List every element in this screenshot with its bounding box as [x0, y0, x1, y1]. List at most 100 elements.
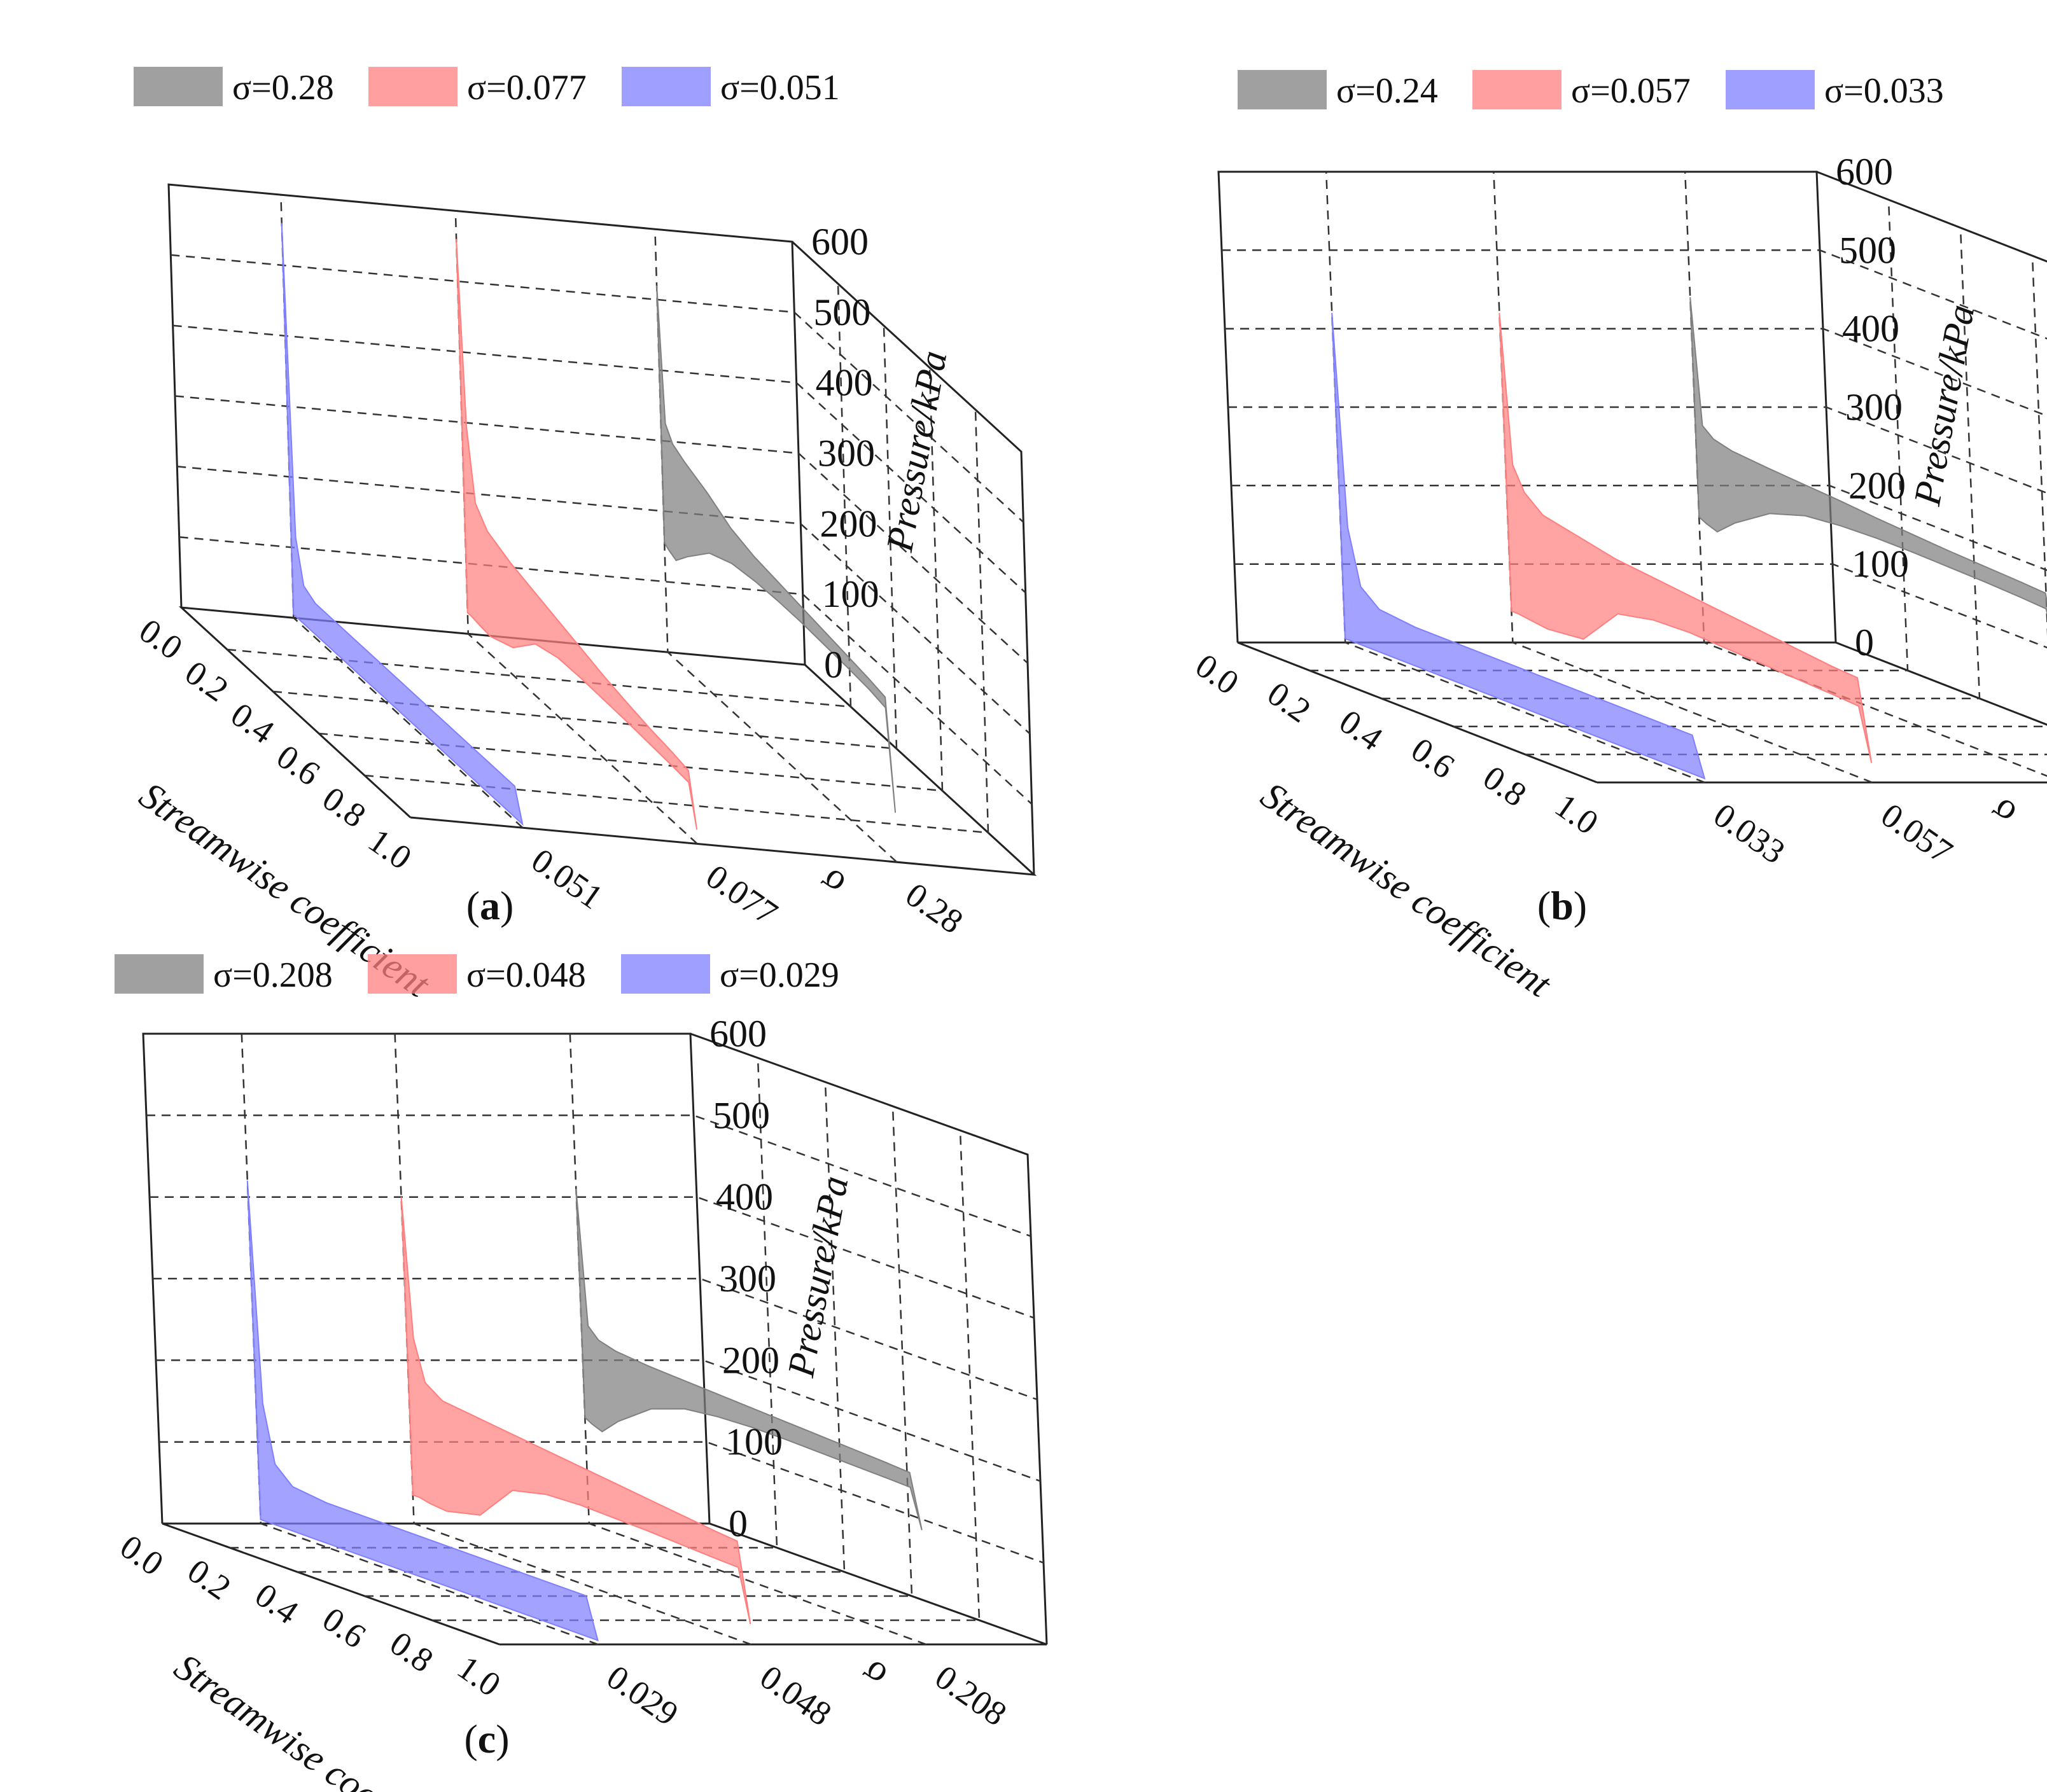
legend-swatch-2 — [1726, 70, 1815, 109]
legend-label-2: σ=0.029 — [720, 955, 839, 995]
sigma-gridline — [654, 229, 898, 863]
pressure-gridline — [156, 1359, 1041, 1482]
legend-label-1: σ=0.048 — [466, 955, 586, 995]
streamwise-gridline — [230, 1057, 778, 1549]
streamwise-gridline — [432, 1130, 981, 1622]
sigma-tick-label: 0.28 — [899, 875, 970, 941]
legend-swatch-1 — [368, 67, 458, 106]
legend-swatch-2 — [621, 954, 710, 994]
pressure-tick-label: 0 — [1855, 622, 1874, 663]
sigma-gridline — [280, 195, 524, 829]
sigma-tick-label: 0.057 — [1875, 796, 1960, 872]
pressure-tick-label: 300 — [719, 1258, 776, 1300]
pressure-gridline — [1225, 328, 2047, 417]
legend-swatch-1 — [1472, 70, 1561, 109]
pressure-tick-label: 600 — [709, 1013, 767, 1055]
pressure-tick-label: 600 — [811, 221, 869, 263]
pressure-gridline — [1228, 406, 2047, 494]
caption-letter: a — [480, 883, 500, 928]
sigma-tick-label: 0.033 — [1707, 796, 1792, 872]
caption-letter: c — [478, 1716, 496, 1761]
series-area-2 — [246, 1180, 599, 1642]
sigma-gridline — [454, 211, 698, 845]
series-area-2 — [1331, 312, 1706, 780]
series-area-1 — [456, 239, 698, 830]
caption-paren: ) — [500, 883, 513, 928]
series-area-2 — [281, 223, 524, 826]
floor-outline — [162, 1522, 1047, 1646]
x-tick-label: 0.0 — [113, 1527, 171, 1583]
pressure-tick-label: 200 — [820, 503, 877, 545]
pressure-tick-label: 500 — [813, 291, 870, 333]
pressure-tick-label: 100 — [1852, 543, 1909, 585]
caption-paren: ) — [1574, 883, 1587, 928]
sigma-tick-label: 0.048 — [753, 1658, 839, 1733]
caption-letter: b — [1551, 883, 1574, 928]
sigma-tick-label: 0.029 — [600, 1658, 685, 1733]
x-tick-label: 0.0 — [1189, 646, 1246, 702]
pressure-gridline — [174, 395, 1028, 664]
x-tick-label: 0.4 — [224, 695, 281, 751]
caption-paren: ( — [464, 1716, 477, 1761]
x-tick-label: 1.0 — [451, 1648, 508, 1704]
x-tick-label: 1.0 — [1548, 786, 1605, 842]
sigma-gridline — [569, 1033, 927, 1646]
pressure-tick-label: 100 — [822, 573, 879, 615]
pressure-tick-label: 0 — [729, 1503, 748, 1545]
pressure-tick-label: 300 — [1845, 386, 1903, 428]
x-tick-label: 0.2 — [181, 1552, 238, 1608]
panel-caption: (c) — [464, 1716, 509, 1761]
sigma-gridline — [1684, 171, 2047, 777]
pressure-gridline — [179, 536, 1033, 805]
pressure-tick-label: 200 — [1848, 464, 1906, 506]
pressure-gridline — [172, 324, 1026, 594]
legend-label-0: σ=0.28 — [232, 68, 334, 108]
sigma-gridline — [1493, 171, 1873, 784]
sigma-axis-title: σ — [812, 860, 853, 906]
x-tick-label: 0.6 — [316, 1600, 373, 1656]
pressure-gridline — [1231, 485, 2047, 571]
pressure-tick-label: 400 — [816, 362, 873, 404]
streamwise-gridline — [227, 283, 852, 708]
x-axis-title: Streamwise coefficient — [167, 1646, 473, 1792]
pressure-gridline — [150, 1196, 1035, 1319]
pressure-tick-label: 0 — [824, 644, 843, 686]
legend-swatch-1 — [368, 954, 457, 994]
caption-paren: ) — [496, 1716, 509, 1761]
pressure-tick-label: 200 — [722, 1339, 779, 1381]
x-tick-label: 0.4 — [248, 1576, 305, 1632]
x-tick-label: 0.2 — [1261, 674, 1318, 730]
legend-swatch-0 — [115, 954, 204, 994]
series-area-0 — [656, 285, 897, 813]
sigma-tick-label: 0.077 — [699, 857, 785, 933]
legend-label-2: σ=0.033 — [1824, 71, 1944, 111]
series-area-0 — [1689, 297, 2047, 616]
sigma-gridline — [1325, 171, 1705, 784]
legend-label-2: σ=0.051 — [720, 68, 840, 108]
panel-caption: (a) — [466, 883, 514, 928]
pressure-gridline — [1234, 563, 2047, 649]
x-tick-label: 0.2 — [178, 653, 235, 709]
pressure-tick-label: 500 — [713, 1094, 770, 1136]
floor-outline — [178, 606, 1037, 876]
pressure-gridline — [1222, 249, 2047, 340]
x-tick-label: 0.8 — [1476, 758, 1534, 814]
pressure-axis-title: Pressure/kPa — [1906, 302, 1983, 509]
side-wall-outline — [791, 240, 1035, 875]
pressure-tick-label: 100 — [725, 1421, 783, 1463]
x-tick-label: 0.8 — [316, 779, 373, 835]
pressure-axis-title: Pressure/kPa — [878, 347, 955, 555]
side-wall-outline — [1816, 170, 2047, 263]
legend-label-0: σ=0.208 — [213, 955, 333, 995]
legend-label-0: σ=0.24 — [1336, 71, 1438, 111]
sigma-tick-label: 0.208 — [928, 1658, 1014, 1733]
pressure-tick-label: 500 — [1839, 229, 1896, 271]
sigma-gridline — [241, 1033, 599, 1646]
sigma-tick-label: 0.051 — [525, 841, 610, 917]
streamwise-gridline — [365, 1106, 913, 1597]
x-tick-label: 1.0 — [361, 821, 419, 877]
